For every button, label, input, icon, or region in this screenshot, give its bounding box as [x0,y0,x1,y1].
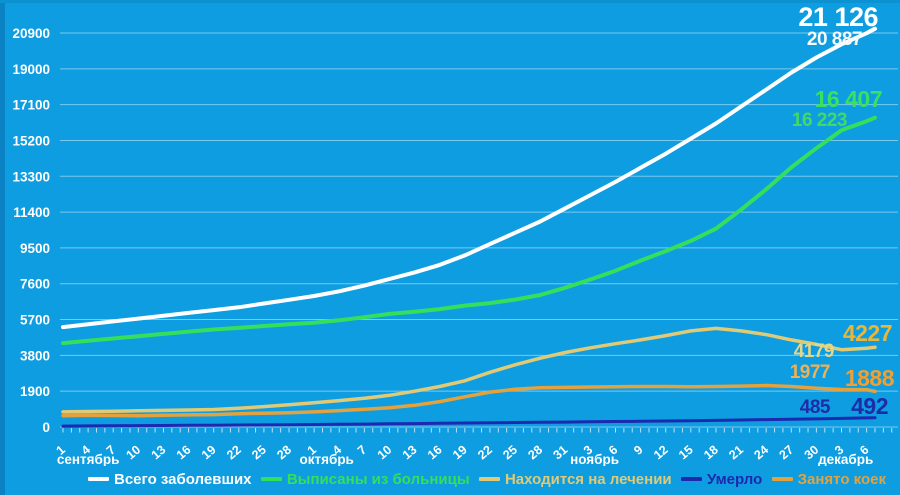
legend-item-died: Умерло [680,470,763,488]
legend: Всего заболевших Выписаны из больницы На… [88,468,886,490]
x-axis-label: 28 [525,443,545,463]
y-axis-label: 9500 [20,241,50,256]
x-axis-label: 19 [199,443,219,463]
value-label-total-previous: 20 887 [806,29,863,50]
legend-item-total: Всего заболевших [88,471,252,488]
legend-item-beds: Занято коек [771,470,886,488]
x-axis-label: 27 [777,443,797,463]
series-line-died [61,416,877,428]
x-axis-label: 18 [701,443,721,463]
x-axis-label: 13 [400,443,420,463]
x-axis-label: 10 [375,443,395,463]
window-left-edge [0,0,5,495]
value-label-died-current: 492 [851,393,888,419]
y-axis-label: 7600 [20,277,50,292]
y-axis-label: 11400 [13,205,50,220]
month-label: сентябрь [57,452,120,466]
series-line-discharged [61,115,877,346]
x-axis-label: 7 [355,443,369,458]
value-label-discharged-previous: 16 223 [791,110,848,131]
legend-item-discharged: Выписаны из больницы [260,470,470,488]
month-label: ноябрь [570,452,619,466]
value-label-died-previous: 485 [799,397,831,418]
legend-item-treated: Находится на лечении [478,470,672,488]
x-axis-label: 13 [149,443,169,463]
value-label-treated-previous: 4179 [793,341,835,362]
y-axis-label: 13300 [12,169,50,184]
month-label: октябрь [299,452,353,466]
x-axis-label: 31 [551,443,571,463]
legend-marker-treated [478,477,500,481]
y-axis-label: 5700 [20,313,50,328]
x-axis-label: 16 [174,443,194,463]
month-label: декабрь [818,452,873,466]
series-line-total [61,26,877,330]
covid-line-chart: 0 1900 3800 5700 7600 9500 11400 13300 15200 1710… [12,26,898,466]
legend-label-beds: Занято коек [797,470,886,488]
value-label-treated-current: 4227 [842,320,893,346]
legend-marker-beds [771,477,793,481]
y-axis-label: 1900 [20,384,50,399]
window-top-edge [0,0,900,3]
value-label-beds-previous: 1977 [789,362,831,383]
x-axis-label: 12 [651,443,671,463]
y-axis-label: 20900 [12,26,50,41]
value-label-beds-current: 1888 [844,365,895,391]
value-label-discharged-current: 16 407 [814,86,883,112]
legend-marker-total [88,477,109,481]
x-axis-label: 25 [249,443,269,463]
x-axis-label: 25 [500,443,520,463]
series-line-treated [61,326,877,414]
y-axis-label: 17100 [12,98,50,113]
y-axis-label: 3800 [20,348,50,363]
legend-marker-died [680,477,702,481]
x-axis-label: 22 [224,443,244,463]
legend-marker-discharged [260,477,282,481]
y-axis-label: 0 [42,420,50,435]
legend-label-treated: Находится на лечении [504,470,672,488]
x-axis-label: 19 [450,443,470,463]
x-axis-label: 9 [631,443,645,458]
x-axis-label: 22 [475,443,495,463]
legend-label-died: Умерло [706,470,763,488]
value-label-total-current: 21 126 [798,2,878,32]
y-axis-label: 19000 [12,62,50,77]
x-axis-label: 10 [124,443,144,463]
series-line-beds [61,383,877,418]
x-axis-label: 24 [751,443,771,463]
x-axis-label: 28 [274,443,294,463]
x-axis-label: 21 [726,443,746,463]
legend-label-total: Всего заболевших [114,470,252,488]
legend-label-discharged: Выписаны из больницы [286,470,470,488]
x-axis-label: 16 [425,443,445,463]
x-axis-label: 15 [676,443,696,463]
y-axis-label: 15200 [12,133,50,148]
